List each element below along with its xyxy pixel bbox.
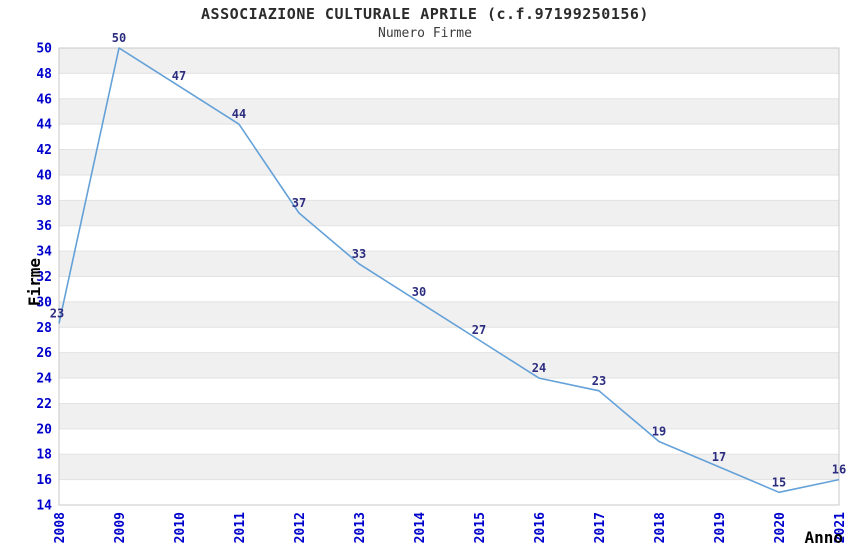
y-tick-label: 50 bbox=[36, 42, 52, 57]
series-line bbox=[58, 47, 840, 494]
y-tick-label: 28 bbox=[36, 321, 52, 336]
y-tick-label: 46 bbox=[36, 92, 52, 107]
y-tick-label: 32 bbox=[36, 270, 52, 285]
x-tick-label: 2012 bbox=[293, 512, 308, 543]
y-tick-label: 20 bbox=[36, 422, 52, 437]
point-label: 15 bbox=[772, 475, 786, 489]
x-tick-label: 2009 bbox=[113, 512, 128, 543]
plot-border bbox=[58, 47, 840, 506]
grid-band bbox=[59, 225, 839, 252]
grid-band bbox=[59, 378, 839, 404]
grid-band bbox=[59, 276, 839, 302]
point-label: 17 bbox=[712, 450, 726, 464]
y-tick-label: 38 bbox=[36, 194, 52, 209]
y-axis-title: Firme bbox=[25, 258, 44, 306]
point-label: 33 bbox=[352, 247, 366, 261]
y-tick-label: 34 bbox=[36, 245, 52, 260]
point-label: 44 bbox=[232, 107, 246, 121]
grid-band bbox=[59, 352, 839, 379]
grid-band bbox=[59, 124, 839, 150]
y-tick-label: 40 bbox=[36, 168, 52, 183]
grid-band bbox=[59, 174, 839, 201]
point-label: 30 bbox=[412, 285, 426, 299]
grid-band bbox=[59, 251, 839, 277]
point-label: 23 bbox=[592, 374, 606, 388]
x-tick-label: 2014 bbox=[413, 512, 428, 543]
x-tick-label: 2018 bbox=[653, 512, 668, 543]
grid-band bbox=[59, 327, 839, 353]
y-tick-label: 48 bbox=[36, 67, 52, 82]
point-label: 16 bbox=[832, 463, 846, 477]
grid-band bbox=[59, 48, 839, 74]
point-label: 19 bbox=[652, 425, 666, 439]
y-tick-label: 18 bbox=[36, 448, 52, 463]
x-tick-label: 2017 bbox=[593, 512, 608, 543]
y-tick-label: 14 bbox=[36, 499, 52, 514]
x-tick-label: 2010 bbox=[173, 512, 188, 543]
y-tick-label: 16 bbox=[36, 473, 52, 488]
y-tick-label: 26 bbox=[36, 346, 52, 361]
grid-band bbox=[59, 428, 839, 455]
grid-band bbox=[59, 149, 839, 175]
x-tick-label: 2019 bbox=[713, 512, 728, 543]
x-axis-title: Anno bbox=[804, 528, 843, 547]
grid-band bbox=[59, 454, 839, 480]
point-label: 50 bbox=[112, 31, 126, 45]
y-tick-label: 44 bbox=[36, 118, 52, 133]
y-tick-label: 24 bbox=[36, 372, 52, 387]
chart-title: ASSOCIAZIONE CULTURALE APRILE (c.f.97199… bbox=[201, 5, 649, 23]
y-tick-label: 22 bbox=[36, 397, 52, 412]
point-label: 47 bbox=[172, 69, 186, 83]
grid-band bbox=[59, 301, 839, 328]
grid-band bbox=[59, 479, 839, 505]
grid-band bbox=[59, 200, 839, 226]
x-tick-label: 2021 bbox=[833, 512, 848, 543]
point-label: 24 bbox=[532, 361, 546, 375]
grid-band bbox=[59, 98, 839, 125]
point-label: 27 bbox=[472, 323, 486, 337]
chart-subtitle: Numero Firme bbox=[378, 26, 472, 41]
point-label: 23 bbox=[50, 306, 64, 320]
grid-band bbox=[59, 403, 839, 429]
x-tick-label: 2020 bbox=[773, 512, 788, 543]
x-tick-label: 2016 bbox=[533, 512, 548, 543]
y-tick-label: 42 bbox=[36, 143, 52, 158]
x-tick-label: 2013 bbox=[353, 512, 368, 543]
y-tick-label: 36 bbox=[36, 219, 52, 234]
grid-band bbox=[59, 73, 839, 99]
x-tick-label: 2008 bbox=[53, 512, 68, 543]
point-label: 37 bbox=[292, 196, 306, 210]
x-tick-label: 2015 bbox=[473, 512, 488, 543]
y-tick-label: 30 bbox=[36, 295, 52, 310]
x-tick-label: 2011 bbox=[233, 512, 248, 543]
